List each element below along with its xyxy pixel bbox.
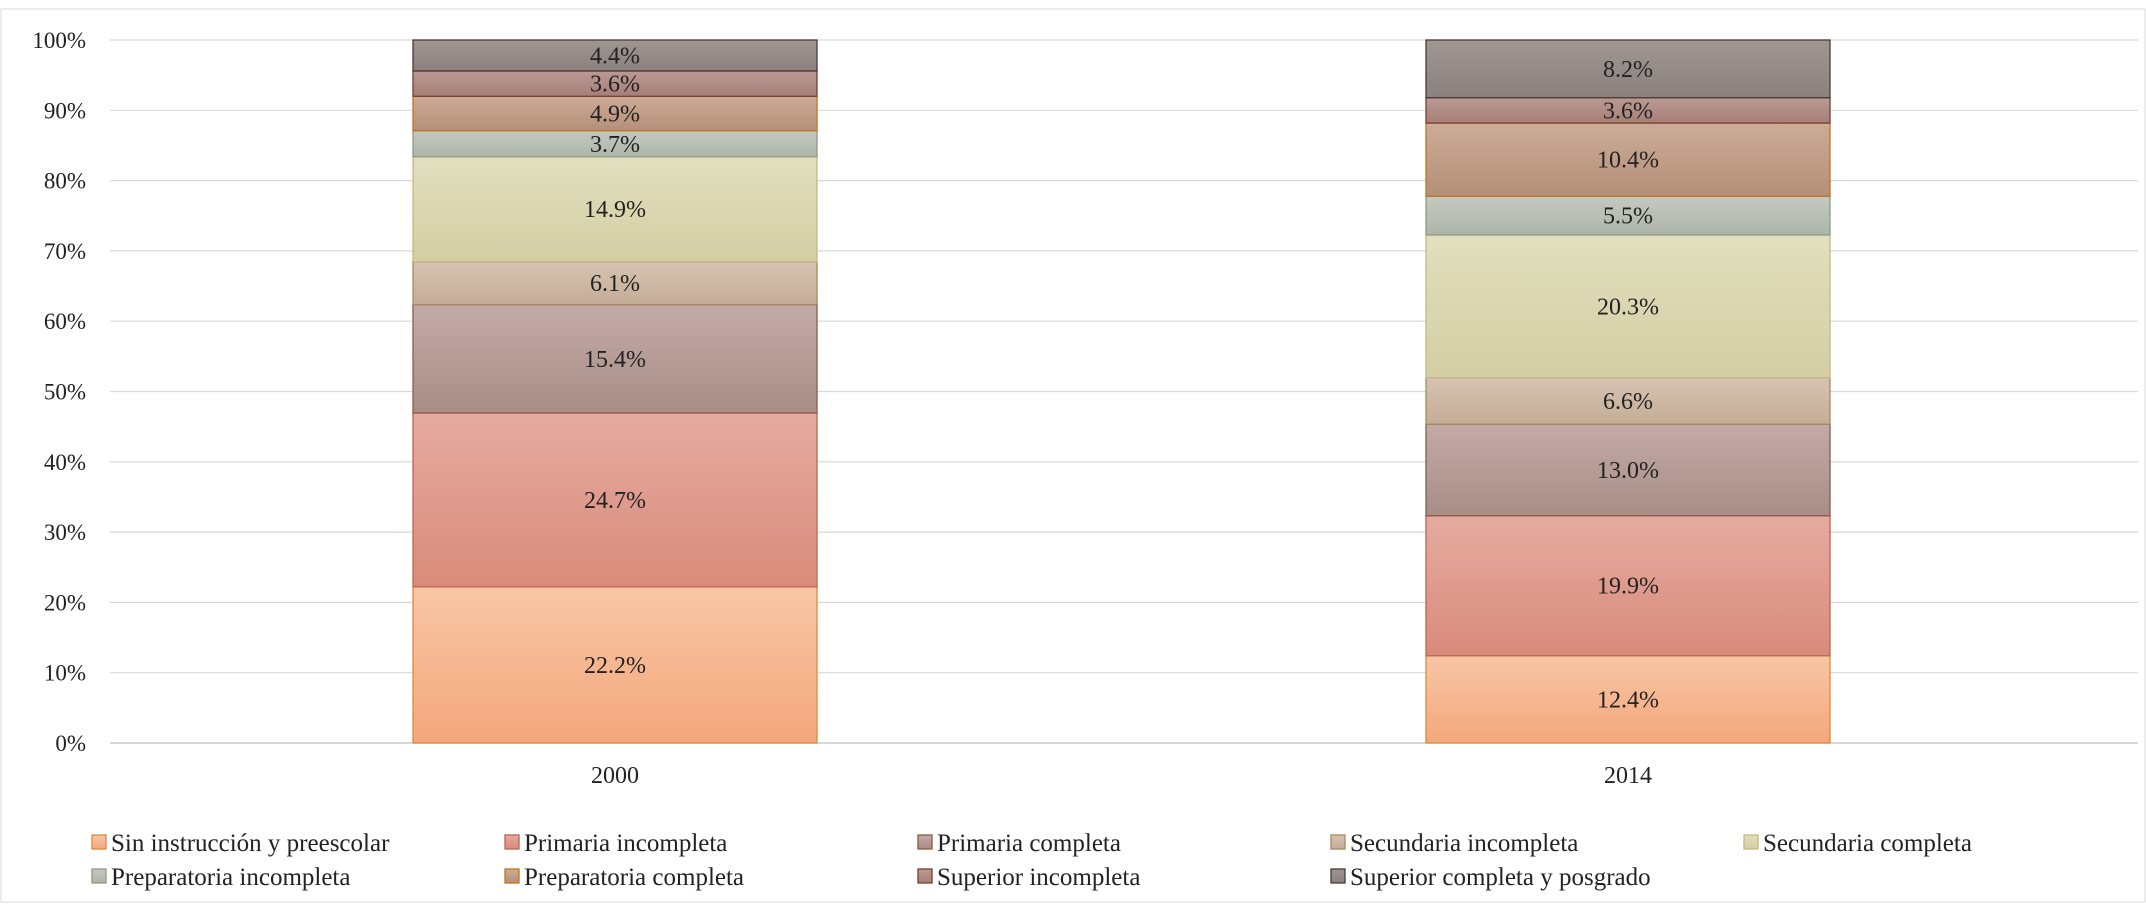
y-tick-label: 90%: [44, 98, 86, 123]
legend-item: Superior completa y posgrado: [1330, 864, 1651, 891]
legend-label: Secundaria completa: [1763, 830, 1972, 857]
data-label: 3.6%: [1603, 98, 1653, 124]
data-label: 20.3%: [1597, 294, 1659, 320]
bar-segment: [412, 156, 818, 263]
data-label: 10.4%: [1597, 148, 1659, 174]
data-label: 13.0%: [1597, 458, 1659, 484]
legend-label: Primaria incompleta: [524, 830, 727, 857]
legend-swatch: [504, 834, 520, 850]
data-label: 14.9%: [584, 197, 646, 223]
data-label: 5.5%: [1603, 204, 1653, 230]
x-tick-label: 2000: [591, 763, 639, 789]
y-tick-label: 60%: [44, 309, 86, 334]
legend-swatch: [91, 868, 107, 884]
legend-item: Preparatoria completa: [504, 864, 744, 891]
x-tick-label: 2014: [1604, 763, 1652, 789]
bar-segment: [1425, 39, 1831, 99]
legend-swatch: [1330, 868, 1346, 884]
legend: Sin instrucción y preescolar Primaria inc…: [91, 830, 1972, 891]
legend-item: Secundaria incompleta: [1330, 830, 1578, 857]
data-label: 6.6%: [1603, 389, 1653, 415]
bar-segment: [1425, 515, 1831, 657]
legend-label: Superior completa y posgrado: [1350, 864, 1651, 891]
legend-swatch: [917, 834, 933, 850]
data-label: 19.9%: [1597, 574, 1659, 600]
data-label: 12.4%: [1597, 687, 1659, 713]
legend-item: Superior incompleta: [917, 864, 1140, 891]
y-tick-label: 10%: [44, 661, 86, 686]
y-tick-label: 40%: [44, 450, 86, 475]
legend-label: Preparatoria completa: [524, 864, 744, 891]
legend-label: Sin instrucción y preescolar: [111, 830, 390, 857]
chart-frame: [0, 8, 2146, 903]
legend-label: Secundaria incompleta: [1350, 830, 1578, 857]
legend-label: Superior incompleta: [937, 864, 1140, 891]
data-label: 24.7%: [584, 488, 646, 514]
y-axis-tick-labels: 0% 10% 20% 30% 40% 50% 60% 70% 80% 90% 100%: [32, 28, 86, 756]
legend-label: Preparatoria incompleta: [111, 864, 350, 891]
bar-segment: [412, 261, 818, 306]
data-label: 3.7%: [590, 132, 640, 158]
bar-segment: [412, 39, 818, 72]
legend-swatch: [917, 868, 933, 884]
data-label: 22.2%: [584, 653, 646, 679]
y-tick-label: 50%: [44, 380, 86, 405]
x-axis-tick-labels: 2000 2014: [591, 763, 1652, 789]
legend-swatch: [504, 868, 520, 884]
y-tick-label: 0%: [55, 731, 86, 756]
legend-item: Primaria completa: [917, 830, 1121, 857]
bar-segment: [1425, 122, 1831, 197]
bar-segment: [1425, 423, 1831, 517]
y-tick-label: 20%: [44, 590, 86, 615]
bar-segment: [1425, 234, 1831, 379]
y-tick-label: 30%: [44, 520, 86, 545]
data-label: 8.2%: [1603, 57, 1653, 83]
bars: [412, 39, 1831, 744]
legend-swatch: [1330, 834, 1346, 850]
bar-segment: [1425, 97, 1831, 124]
y-tick-label: 100%: [32, 28, 86, 53]
data-label: 4.9%: [590, 102, 640, 128]
data-label: 4.4%: [590, 43, 640, 69]
legend-swatch: [1743, 834, 1759, 850]
y-tick-label: 80%: [44, 169, 86, 194]
y-tick-label: 70%: [44, 239, 86, 264]
legend-item: Sin instrucción y preescolar: [91, 830, 390, 857]
data-labels: 22.2% 24.7% 15.4% 6.1% 14.9% 3.7% 4.9% 3.6% 4.4%…: [584, 43, 1659, 713]
bar-segment: [412, 412, 818, 588]
bar-segment: [412, 303, 818, 414]
legend-item: Primaria incompleta: [504, 830, 727, 857]
legend-swatch: [91, 834, 107, 850]
bar-segment: [412, 70, 818, 97]
data-label: 3.6%: [590, 72, 640, 98]
data-label: 6.1%: [590, 271, 640, 297]
bar-segment: [412, 95, 818, 132]
bar-segment: [1425, 655, 1831, 744]
data-label: 15.4%: [584, 347, 646, 373]
legend-label: Primaria completa: [937, 830, 1121, 857]
legend-item: Preparatoria incompleta: [91, 864, 350, 891]
bar-segment: [412, 586, 818, 744]
legend-item: Secundaria completa: [1743, 830, 1972, 857]
